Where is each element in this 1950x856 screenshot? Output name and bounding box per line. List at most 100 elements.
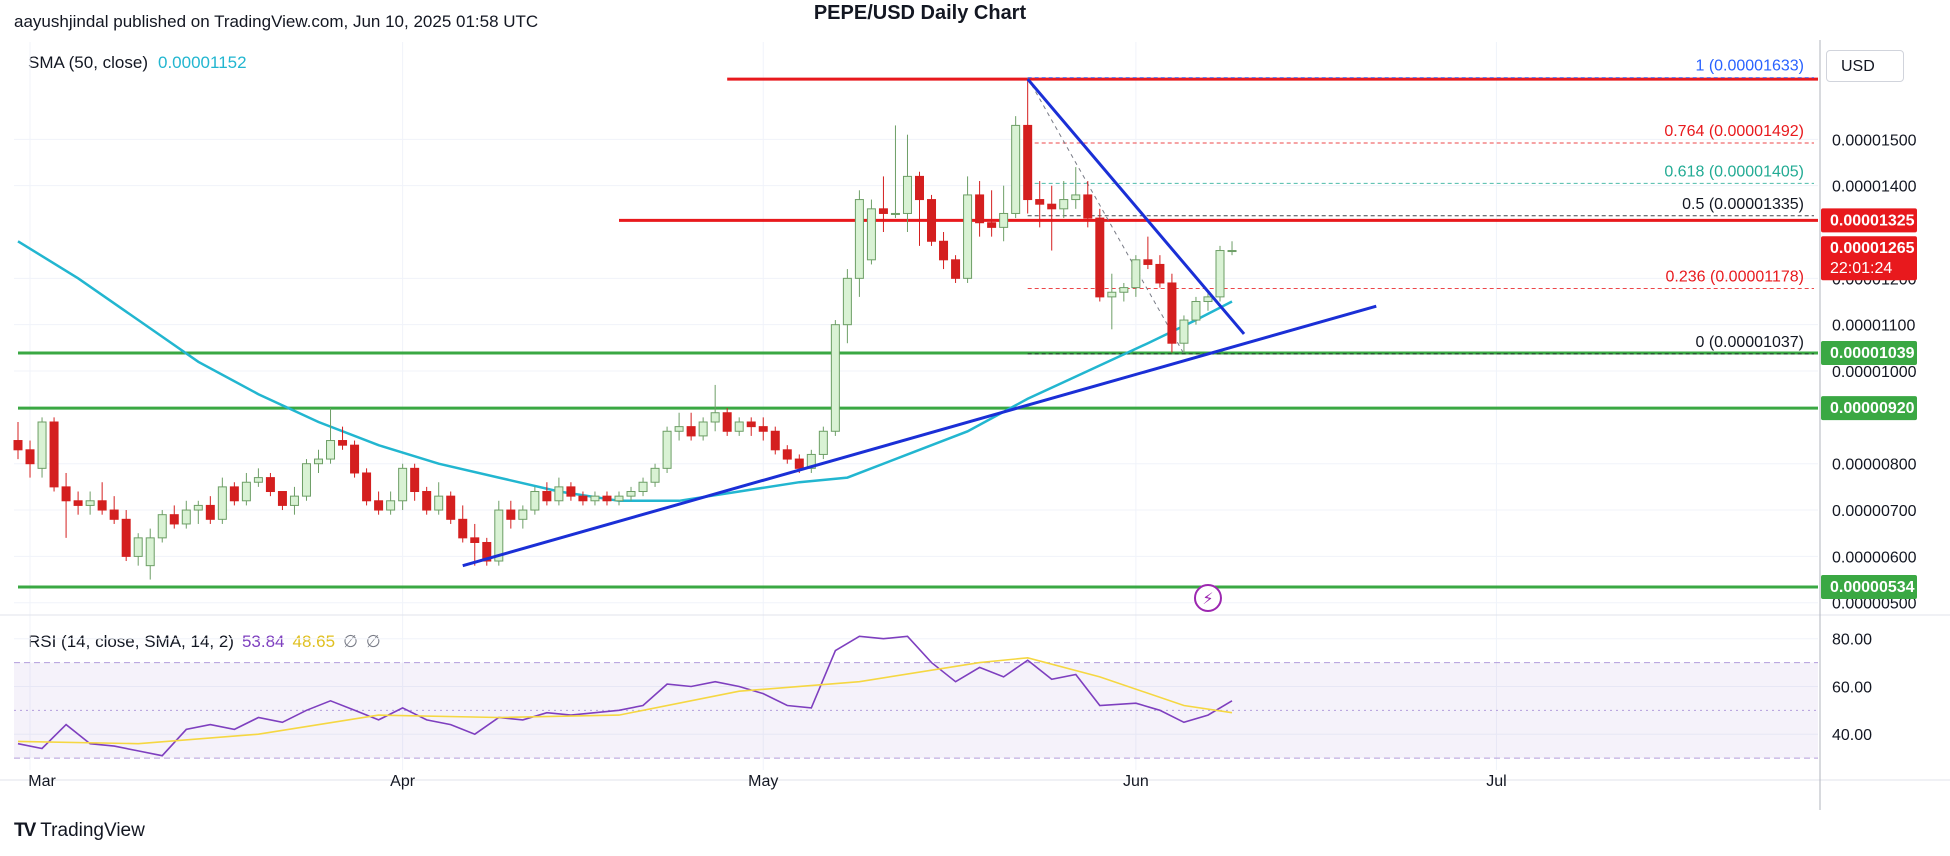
y-tick-label: 0.00000600	[1832, 549, 1917, 566]
candle-body	[1179, 319, 1189, 344]
fib-label: 1 (0.00001633)	[1695, 58, 1804, 75]
price-label-text: 0.00001325	[1830, 212, 1915, 229]
candle-body	[686, 426, 696, 437]
candle-body	[927, 199, 937, 242]
candle-body	[37, 421, 47, 469]
candle-body	[506, 509, 516, 520]
candle-body	[301, 463, 311, 497]
candle-body	[710, 412, 720, 423]
candle-body	[782, 449, 792, 460]
fib-label: 0.764 (0.00001492)	[1664, 123, 1804, 140]
candle-body	[902, 175, 912, 214]
price-label-box	[1821, 208, 1917, 233]
candle-body	[326, 440, 336, 460]
candle-body	[350, 444, 360, 474]
candle-body	[1167, 282, 1177, 344]
candle-body	[890, 212, 900, 215]
trendline-rising	[462, 304, 1377, 568]
y-tick-label: 0.00000700	[1832, 503, 1917, 520]
candle-body	[554, 486, 564, 502]
candle-body	[277, 491, 287, 506]
candle-body	[362, 472, 372, 502]
candle-body	[1227, 250, 1237, 253]
candle-body	[374, 500, 384, 511]
candle-body	[566, 486, 576, 497]
candle-body	[830, 324, 840, 432]
candle-body	[758, 426, 768, 432]
price-label-box	[1821, 236, 1917, 281]
candle-body	[289, 495, 299, 506]
candle-body	[1191, 301, 1201, 321]
rsi-y-tick-label: 60.00	[1832, 679, 1872, 696]
sma-line-path	[17, 240, 1233, 503]
rsi-legend[interactable]: RSI (14, close, SMA, 14, 2) 53.84 48.65 ∅ ∅	[28, 632, 389, 652]
rsi-sma-value: 48.65	[292, 632, 336, 651]
candle-body	[854, 199, 864, 279]
candle-body	[963, 194, 973, 279]
trendline-falling	[1026, 78, 1246, 335]
candle-body	[85, 500, 95, 506]
tradingview-logo[interactable]: TV TradingView	[14, 820, 145, 842]
candle-body	[73, 500, 83, 506]
y-tick-label: 0.00001000	[1832, 364, 1917, 381]
candle-body	[818, 430, 828, 455]
candle-body	[698, 421, 708, 437]
candle-body	[1047, 203, 1057, 210]
candle-body	[446, 495, 456, 520]
candle-body	[770, 430, 780, 451]
tradingview-brand: TradingView	[40, 820, 145, 841]
price-label-text: 0.00000920	[1830, 400, 1915, 417]
price-label-text: 0.00001265	[1830, 240, 1915, 257]
candle-body	[25, 449, 35, 465]
candle-body	[614, 495, 624, 502]
candle-body	[217, 486, 227, 520]
candle-body	[951, 259, 961, 279]
candle-body	[542, 491, 552, 502]
x-tick-label: May	[748, 773, 778, 790]
sma-line	[17, 240, 1233, 503]
candle-body	[1119, 287, 1129, 293]
candle-body	[578, 495, 588, 502]
candle-body	[662, 430, 672, 469]
sma-legend[interactable]: SMA (50, close) 0.00001152	[28, 53, 247, 73]
candle-body	[49, 421, 59, 488]
candle-body	[253, 477, 263, 483]
candle-body	[133, 537, 143, 557]
candle-body	[314, 458, 323, 465]
price-label-box	[1821, 340, 1917, 365]
candle-body	[169, 514, 179, 525]
price-label-box	[1821, 396, 1917, 421]
chart-title: PEPE/USD Daily Chart	[813, 2, 1027, 24]
rsi-extra-2: ∅	[365, 632, 381, 651]
countdown-text: 22:01:24	[1830, 260, 1892, 277]
candle-body	[1095, 217, 1105, 298]
candle-body	[806, 453, 816, 469]
candle-body	[241, 481, 251, 502]
candle-body	[987, 222, 997, 228]
candle-body	[1023, 124, 1033, 201]
candle-body	[842, 277, 852, 326]
fib-label: 0.5 (0.00001335)	[1682, 196, 1804, 213]
x-tick-label: Apr	[390, 773, 416, 790]
y-tick-label: 0.00000500	[1832, 596, 1917, 613]
price-label-text: 0.00000534	[1830, 579, 1915, 596]
sma-value: 0.00001152	[158, 53, 247, 72]
fib-label: 0.618 (0.00001405)	[1664, 163, 1804, 180]
candle-body	[602, 495, 612, 502]
candle-body	[674, 426, 684, 432]
candle-body	[61, 486, 71, 502]
trendlines	[462, 78, 1377, 568]
candle-body	[650, 467, 660, 483]
candle-body	[338, 440, 348, 446]
candles	[13, 79, 1237, 580]
candle-body	[193, 504, 203, 511]
sma-label: SMA (50, close)	[28, 53, 148, 72]
candle-body	[458, 518, 468, 539]
candle-body	[746, 421, 756, 428]
candle-body	[1071, 194, 1081, 201]
candle-body	[229, 486, 239, 502]
candle-body	[434, 495, 444, 511]
currency-selector[interactable]: USD	[1826, 50, 1904, 82]
candle-body	[157, 514, 167, 539]
